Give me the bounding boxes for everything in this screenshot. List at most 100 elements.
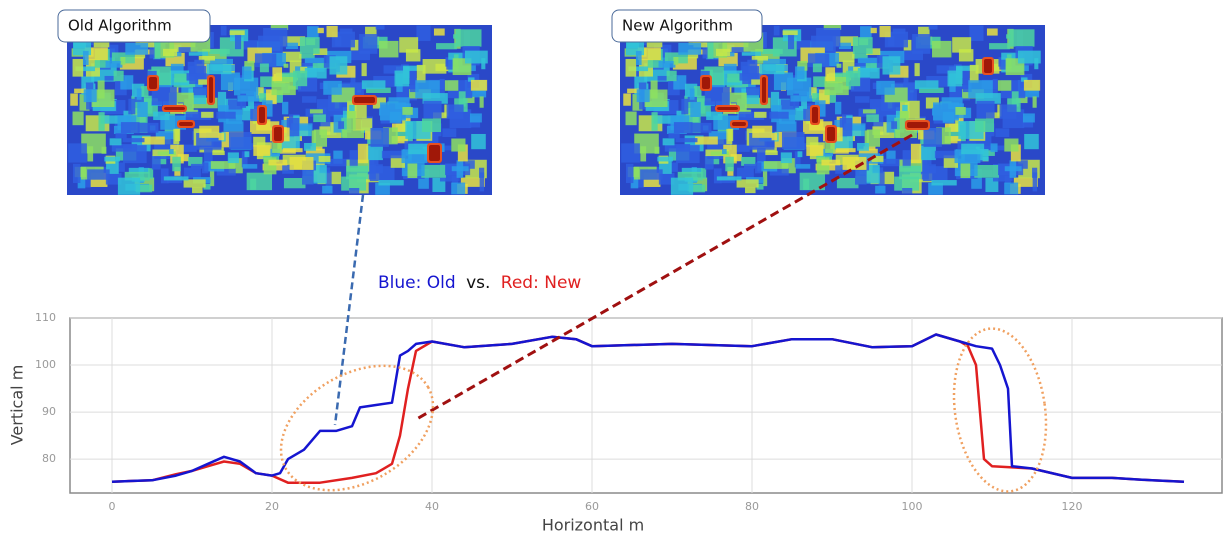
heatmap-cell xyxy=(480,96,484,107)
heatmap-cell xyxy=(975,119,994,132)
heatmap-cell xyxy=(991,143,998,152)
heatmap-cell xyxy=(184,179,206,187)
heatmap-cell xyxy=(760,64,785,74)
heatmap-cell xyxy=(995,128,1009,137)
heatmap-cell xyxy=(362,63,367,76)
heatmap-cell xyxy=(923,128,941,147)
heatmap-cell xyxy=(860,26,872,38)
heatmap-cell xyxy=(690,88,695,99)
heatmap-cell xyxy=(912,34,930,54)
heatmap-cell xyxy=(395,71,410,87)
x-tick-label: 40 xyxy=(425,500,439,513)
heatmap-cell xyxy=(164,176,189,180)
heatmap-cell xyxy=(87,169,110,179)
heatmap-cell xyxy=(891,121,897,129)
heatmap-cell xyxy=(846,71,860,86)
heatmap-cell xyxy=(902,188,912,194)
heatmap-cell xyxy=(169,149,174,154)
heatmap-cell xyxy=(863,109,876,113)
heatmap-cell xyxy=(931,180,956,185)
heatmap-hot xyxy=(149,77,157,89)
heatmap-cell xyxy=(943,112,954,123)
heatmap-cell xyxy=(671,178,693,195)
x-tick-label: 80 xyxy=(745,500,759,513)
x-tick-label: 120 xyxy=(1062,500,1083,513)
heatmap-cell xyxy=(795,66,804,79)
heatmap-cell xyxy=(667,71,677,81)
heatmap-cell xyxy=(798,151,803,157)
heatmap-cell xyxy=(796,164,811,169)
heatmap-cell xyxy=(172,157,181,172)
heatmap-cell xyxy=(349,105,354,111)
heatmap-cell xyxy=(84,89,97,102)
heatmap-cell xyxy=(774,72,793,90)
heatmap-cell xyxy=(434,28,445,35)
heatmap-hot xyxy=(274,127,282,141)
heatmap-cell xyxy=(376,25,385,29)
heatmap-cell xyxy=(346,166,368,179)
heatmap-cell xyxy=(268,160,287,166)
heatmap-cell xyxy=(327,26,338,37)
heatmap-cell xyxy=(421,165,446,178)
heatmap-cell xyxy=(142,136,165,144)
heatmap-cell xyxy=(754,112,766,118)
heatmap-cell xyxy=(290,157,314,170)
heatmap-cell xyxy=(104,157,120,162)
heatmap-cell xyxy=(323,81,342,95)
heatmap-cell xyxy=(976,101,994,118)
heatmap-cell xyxy=(932,41,951,58)
heatmap-cell xyxy=(690,102,700,117)
heatmap-cell xyxy=(806,145,823,156)
heatmap-cell xyxy=(98,112,104,131)
heatmap-cell xyxy=(676,145,700,163)
heatmap-cell xyxy=(128,99,135,115)
heatmap-cell xyxy=(959,49,973,61)
heatmap-cell xyxy=(722,149,727,154)
heatmap-cell xyxy=(416,25,430,41)
heatmap-cell xyxy=(674,57,679,65)
heatmap-cell xyxy=(125,43,148,55)
heatmap-cell xyxy=(253,137,265,147)
heatmap-cell xyxy=(855,96,869,103)
heatmap-cell xyxy=(902,105,907,111)
heatmap-cell xyxy=(1024,80,1040,91)
x-tick-label: 60 xyxy=(585,500,599,513)
heatmap-cell xyxy=(899,166,921,179)
heatmap-cell xyxy=(880,26,891,37)
heatmap-cell xyxy=(790,95,812,101)
heatmap-cell xyxy=(68,143,87,162)
heatmap-cell xyxy=(772,133,778,140)
heatmap-cell xyxy=(313,114,326,122)
heatmap-cell xyxy=(456,29,482,46)
heatmap-cell xyxy=(209,49,230,54)
heatmap-cell xyxy=(453,34,457,38)
heatmap-cell xyxy=(406,49,420,61)
heatmap-hot xyxy=(429,145,440,161)
heatmap-cell xyxy=(390,112,401,123)
figure: Old Algorithm New Algorithm Blue: Old vs… xyxy=(0,0,1224,538)
heatmap-cell xyxy=(659,61,676,68)
heatmap-cell xyxy=(755,162,761,173)
heatmap-cell xyxy=(471,80,487,91)
heatmap-cell xyxy=(623,93,631,105)
heatmap-cell xyxy=(681,99,688,115)
heatmap-cell xyxy=(402,107,412,115)
heatmap-cell xyxy=(152,155,161,170)
heatmap-cell xyxy=(329,56,347,74)
heatmap-cell xyxy=(695,136,718,144)
heatmap-cell xyxy=(893,29,906,34)
heatmap-cell xyxy=(253,145,270,156)
heatmap-hot xyxy=(732,122,746,126)
heatmap-cell xyxy=(716,49,730,56)
legend: Blue: Old vs. Red: New xyxy=(378,273,581,293)
legend-entry: Blue: Old xyxy=(378,273,456,293)
heatmap-cell xyxy=(457,160,464,178)
heatmap-cell xyxy=(839,43,851,49)
heatmap-cell xyxy=(701,71,710,76)
heatmap-cell xyxy=(717,176,742,180)
heatmap-cell xyxy=(1004,139,1018,152)
y-axis-label: Vertical m xyxy=(8,365,27,446)
heatmap-cell xyxy=(73,112,84,126)
heatmap-cell xyxy=(825,67,835,81)
heatmap-cell xyxy=(260,63,269,72)
